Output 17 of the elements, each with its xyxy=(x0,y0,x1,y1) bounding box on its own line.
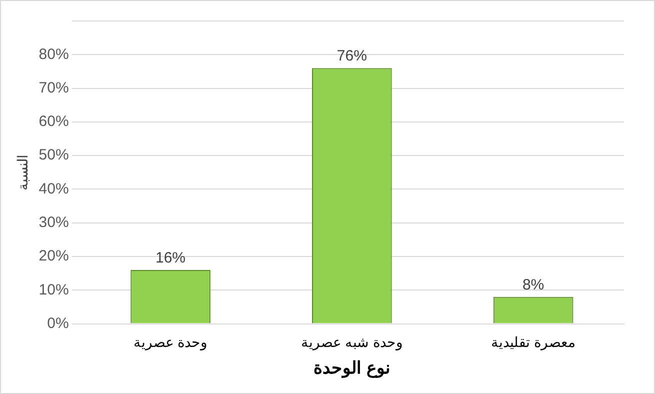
x-tick-label: معصرة تقليدية xyxy=(490,334,576,352)
y-tick-label: 20% xyxy=(38,248,69,265)
y-tick-label: 70% xyxy=(38,79,69,96)
y-tick-label: 0% xyxy=(47,314,69,332)
data-label: 8% xyxy=(522,276,544,294)
y-tick-label: 40% xyxy=(38,180,69,198)
y-axis-title: النسبة xyxy=(14,154,30,190)
data-label: 76% xyxy=(336,48,367,65)
y-tick-label: 50% xyxy=(38,146,69,164)
y-tick-label: 60% xyxy=(38,113,69,130)
y-tick-label: 80% xyxy=(38,46,69,63)
x-axis-title: نوع الوحدة xyxy=(314,358,390,378)
data-label: 16% xyxy=(156,250,186,267)
y-tick-label: 10% xyxy=(38,281,69,298)
y-tick-label: 30% xyxy=(38,214,69,232)
x-tick-label: وحدة شبه عصرية xyxy=(301,334,403,352)
x-tick-label: وحدة عصرية xyxy=(134,334,208,352)
